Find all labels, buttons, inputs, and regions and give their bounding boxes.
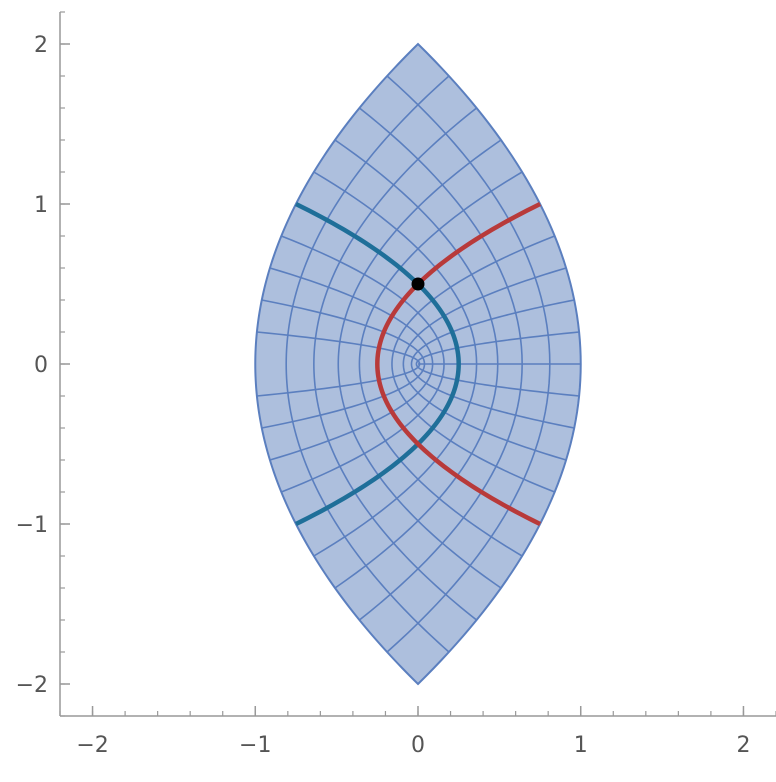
x-tick-label: 0 (411, 733, 425, 758)
y-tick-label: −1 (16, 513, 48, 538)
x-tick-label: 1 (574, 733, 588, 758)
y-tick-label: 2 (34, 33, 48, 58)
ticks: −2 −1 0 1 2 2 1 0 −1 −2 (16, 11, 776, 758)
series-red-line (375, 201, 542, 527)
x-tick-label: 2 (736, 733, 750, 758)
data-point (411, 277, 425, 291)
series-blue-line (294, 201, 461, 527)
x-tick-label: −1 (239, 733, 271, 758)
series-layer (294, 201, 542, 527)
point-layer (411, 277, 425, 291)
y-tick-label: 0 (34, 353, 48, 378)
x-tick-label: −2 (76, 733, 108, 758)
y-tick-label: −2 (16, 673, 48, 698)
y-tick-label: 1 (34, 193, 48, 218)
region-grid (256, 75, 581, 653)
